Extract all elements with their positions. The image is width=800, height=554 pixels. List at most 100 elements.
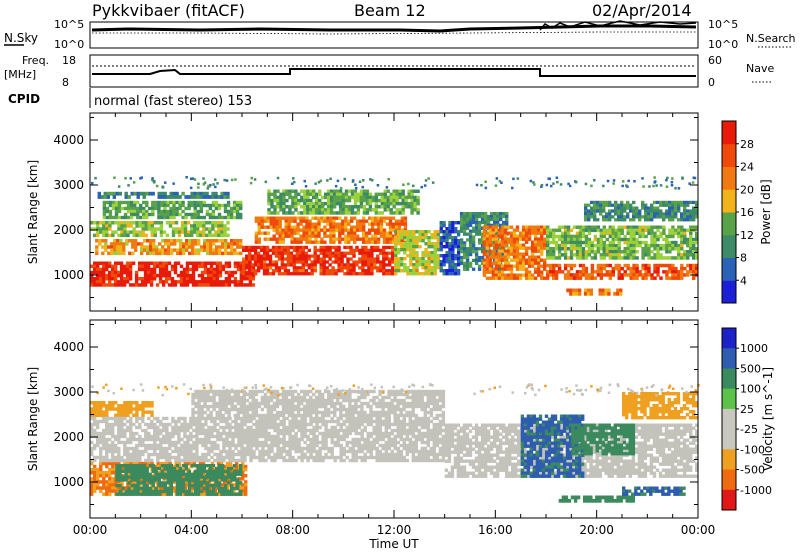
data-cell <box>96 404 100 408</box>
data-cell <box>533 243 538 247</box>
data-cell <box>347 237 351 241</box>
data-cell <box>108 407 112 411</box>
data-cell <box>323 225 327 229</box>
data-cell <box>512 276 517 280</box>
data-cell <box>506 237 511 241</box>
data-cell <box>540 264 544 268</box>
data-cell <box>593 206 597 210</box>
data-cell <box>105 449 109 454</box>
data-cell <box>385 257 389 261</box>
data-cell <box>122 283 127 287</box>
scatter-dot <box>652 184 655 188</box>
data-cell <box>191 248 195 252</box>
data-cell <box>214 203 219 208</box>
data-cell <box>144 227 148 231</box>
data-cell <box>250 254 255 258</box>
data-cell <box>138 221 142 225</box>
data-cell <box>110 251 114 256</box>
data-cell <box>126 203 131 208</box>
data-cell <box>608 263 612 268</box>
data-cell <box>503 225 508 229</box>
data-cell <box>383 198 387 203</box>
data-cell <box>578 250 583 254</box>
data-cell <box>584 212 588 216</box>
data-cell <box>303 211 307 215</box>
colorbar-swatch <box>722 212 736 236</box>
data-cell <box>123 215 128 220</box>
data-cell <box>147 461 151 466</box>
data-cell <box>462 232 467 236</box>
data-cell <box>140 251 144 256</box>
data-cell <box>113 239 117 243</box>
data-cell <box>512 252 517 256</box>
data-cell <box>266 237 270 241</box>
data-cell <box>584 276 589 280</box>
data-cell <box>518 237 523 241</box>
data-cell <box>280 251 285 255</box>
data-cell <box>93 280 97 284</box>
data-cell <box>280 245 285 250</box>
data-cell <box>211 464 216 468</box>
data-cell <box>512 240 517 244</box>
data-cell <box>365 211 370 215</box>
data-cell <box>689 218 693 222</box>
data-cell <box>222 480 227 484</box>
data-cell <box>566 225 571 229</box>
data-cell <box>105 261 109 265</box>
data-cell <box>506 231 511 235</box>
data-cell <box>102 280 106 284</box>
data-cell <box>554 247 559 251</box>
data-cell <box>397 263 401 267</box>
data-cell <box>128 261 133 265</box>
data-cell <box>265 269 270 273</box>
data-cell <box>128 264 133 269</box>
data-cell <box>145 466 149 471</box>
data-cell <box>380 195 384 200</box>
data-cell <box>343 266 347 270</box>
data-cell <box>283 263 288 267</box>
data-cell <box>241 486 245 490</box>
data-cell <box>412 230 416 234</box>
data-cell <box>285 205 289 209</box>
data-cell <box>271 245 276 250</box>
scatter-dot <box>648 185 651 188</box>
data-cell <box>459 220 464 225</box>
data-cell <box>151 466 155 471</box>
data-cell <box>400 269 404 273</box>
data-cell <box>273 211 277 215</box>
data-cell <box>668 218 672 222</box>
data-cell <box>241 492 245 496</box>
data-cell <box>338 237 342 241</box>
data-cell <box>433 269 437 273</box>
data-cell <box>99 413 103 418</box>
data-cell <box>401 201 405 206</box>
data-cell <box>160 212 164 217</box>
data-cell <box>480 261 485 265</box>
data-cell <box>154 469 158 473</box>
data-cell <box>236 283 241 287</box>
data-cell <box>680 243 684 248</box>
data-cell <box>111 277 115 281</box>
data-cell <box>117 428 121 433</box>
data-cell <box>141 227 145 231</box>
data-cell <box>385 254 389 258</box>
scatter-dot <box>264 180 268 184</box>
data-cell <box>695 234 699 239</box>
data-cell <box>276 211 280 215</box>
data-cell <box>120 410 124 414</box>
data-cell <box>365 195 370 200</box>
data-cell <box>323 219 327 223</box>
data-cell <box>546 240 550 245</box>
data-cell <box>518 264 523 268</box>
data-cell <box>277 257 282 261</box>
data-cell <box>227 270 232 275</box>
data-cell <box>250 269 255 273</box>
data-cell <box>123 410 127 414</box>
data-cell <box>599 266 603 271</box>
scatter-dot <box>304 185 308 188</box>
data-cell <box>409 248 413 252</box>
data-cell <box>111 483 115 487</box>
data-cell <box>491 276 496 280</box>
data-cell <box>671 218 675 222</box>
data-cell <box>283 248 288 252</box>
